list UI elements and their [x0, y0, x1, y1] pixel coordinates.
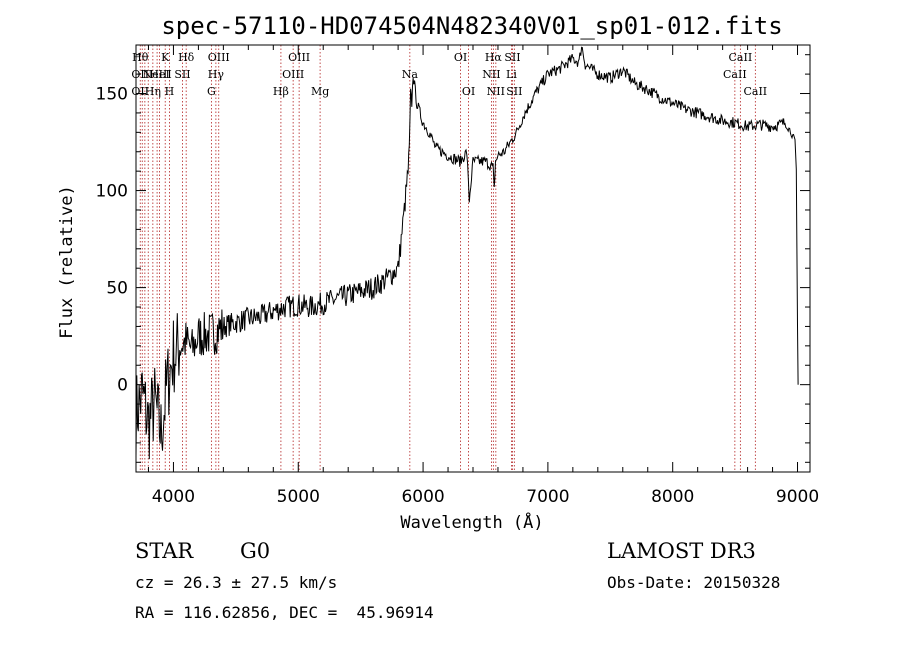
x-tick-label: 7000	[526, 487, 569, 507]
x-tick-label: 4000	[152, 487, 195, 507]
spectrum-line	[135, 46, 799, 460]
line-label: CaII	[729, 51, 753, 64]
line-label: OIII	[208, 51, 230, 64]
line-label: HeI	[149, 68, 169, 81]
chart-title: spec-57110-HD074504N482340V01_sp01-012.f…	[161, 12, 782, 40]
line-label: NII	[482, 68, 500, 81]
line-label: OI	[462, 85, 475, 98]
line-label: NeIII	[143, 68, 172, 81]
x-axis-label: Wavelength (Å)	[400, 511, 543, 533]
line-label: Li	[506, 68, 517, 81]
line-label: CaII	[723, 68, 747, 81]
line-label: K	[161, 51, 170, 64]
line-label: G	[207, 85, 216, 98]
line-label: Hβ	[273, 85, 289, 98]
y-tick-label: 50	[106, 279, 128, 299]
spectral-line-markers	[139, 45, 756, 472]
line-label: Hη	[145, 85, 161, 98]
line-label: OIII	[288, 51, 310, 64]
line-label: SII	[506, 85, 522, 98]
y-tick-label: 150	[96, 85, 128, 105]
x-tick-label: 6000	[401, 487, 444, 507]
plot-frame	[135, 44, 811, 473]
line-label: Hα	[485, 51, 503, 64]
spectral-line-labels: HθOIIOIIHηNeIIIHeIKHSIIHδGHγOIIIHβOIIIOI…	[131, 51, 767, 98]
line-label: Hγ	[208, 68, 225, 81]
object-class: STAR	[135, 539, 194, 563]
x-tick-label: 9000	[776, 487, 819, 507]
y-tick-label: 0	[117, 376, 128, 396]
velocity-readout: cz = 26.3 ± 27.5 km/s	[135, 573, 338, 592]
line-label: Mg	[311, 85, 329, 98]
survey-name: LAMOST DR3	[607, 539, 756, 563]
observation-date: Obs-Date: 20150328	[607, 573, 781, 592]
line-label: OI	[454, 51, 467, 64]
line-label: NII	[487, 85, 505, 98]
line-label: Hθ	[132, 51, 149, 64]
x-tick-label: 8000	[651, 487, 694, 507]
line-label: OIII	[282, 68, 304, 81]
line-label: SII	[174, 68, 190, 81]
axis-ticks: 4000 5000 6000 7000 8000 9000 0 50 100 150	[96, 45, 819, 507]
coordinates-readout: RA = 116.62856, DEC = 45.96914	[135, 603, 434, 622]
object-subclass: G0	[240, 539, 271, 563]
y-axis-label: Flux (relative)	[57, 185, 77, 339]
y-tick-label: 100	[96, 182, 128, 202]
line-label: H	[165, 85, 175, 98]
line-label: SII	[504, 51, 520, 64]
x-tick-label: 5000	[277, 487, 320, 507]
line-label: CaII	[743, 85, 767, 98]
line-label: Na	[402, 68, 419, 81]
line-label: Hδ	[178, 51, 195, 64]
